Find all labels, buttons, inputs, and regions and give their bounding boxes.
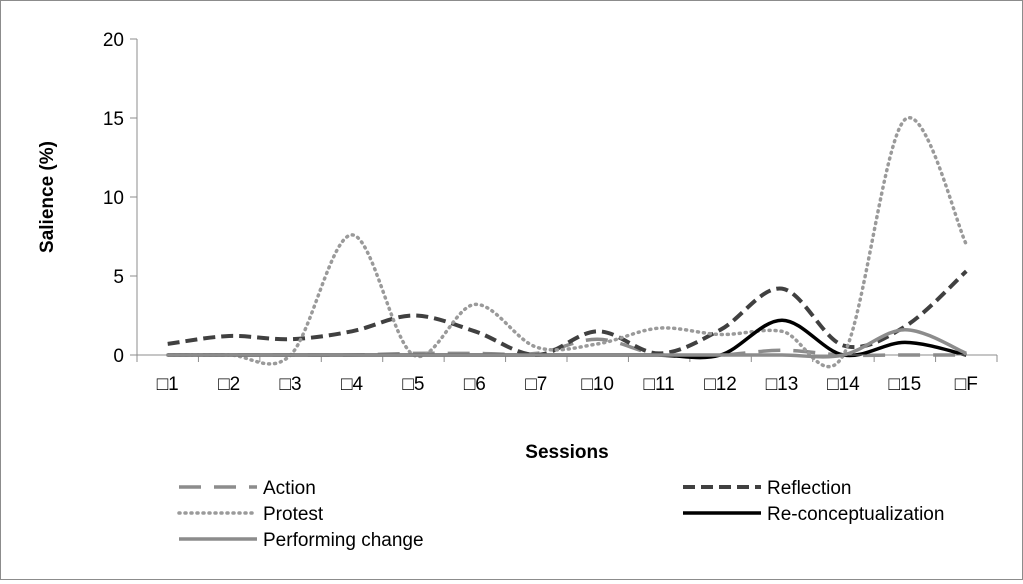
x-tick-label: □15 xyxy=(889,374,922,395)
x-tick-label: □5 xyxy=(402,374,424,395)
x-tick-label: □6 xyxy=(464,374,486,395)
y-tick-label: 15 xyxy=(103,109,124,130)
x-tick-label: □12 xyxy=(704,374,737,395)
y-tick-label: 10 xyxy=(103,188,124,209)
y-axis-title: Salience (%) xyxy=(37,141,58,253)
series-line-protest xyxy=(165,115,969,369)
x-axis-title: Sessions xyxy=(525,442,608,463)
x-tick-label: □10 xyxy=(581,374,614,395)
legend-label: Re-conceptualization xyxy=(767,504,944,525)
series-line-performing-change xyxy=(167,327,967,359)
y-tick-label: 5 xyxy=(113,267,124,288)
x-tick-label: □F xyxy=(955,374,978,395)
x-tick-label: □14 xyxy=(827,374,860,395)
x-tick-label: □13 xyxy=(766,374,799,395)
y-tick-label: 0 xyxy=(113,346,124,367)
legend-label: Action xyxy=(263,478,316,499)
legend: Action Reflection Protest Re-conceptualizat… xyxy=(177,478,944,551)
legend-label: Protest xyxy=(263,504,324,525)
series-line-reflection xyxy=(167,269,968,357)
legend-label: Reflection xyxy=(767,478,852,499)
x-tick-label: □4 xyxy=(341,374,363,395)
x-tick-label: □3 xyxy=(280,374,302,395)
legend-label: Performing change xyxy=(263,530,424,551)
x-tick-label: □7 xyxy=(525,374,547,395)
x-tick-label: □2 xyxy=(218,374,240,395)
y-tick-label: 20 xyxy=(103,30,124,51)
x-tick-label: □1 xyxy=(157,374,179,395)
x-tick-label: □11 xyxy=(644,374,675,395)
